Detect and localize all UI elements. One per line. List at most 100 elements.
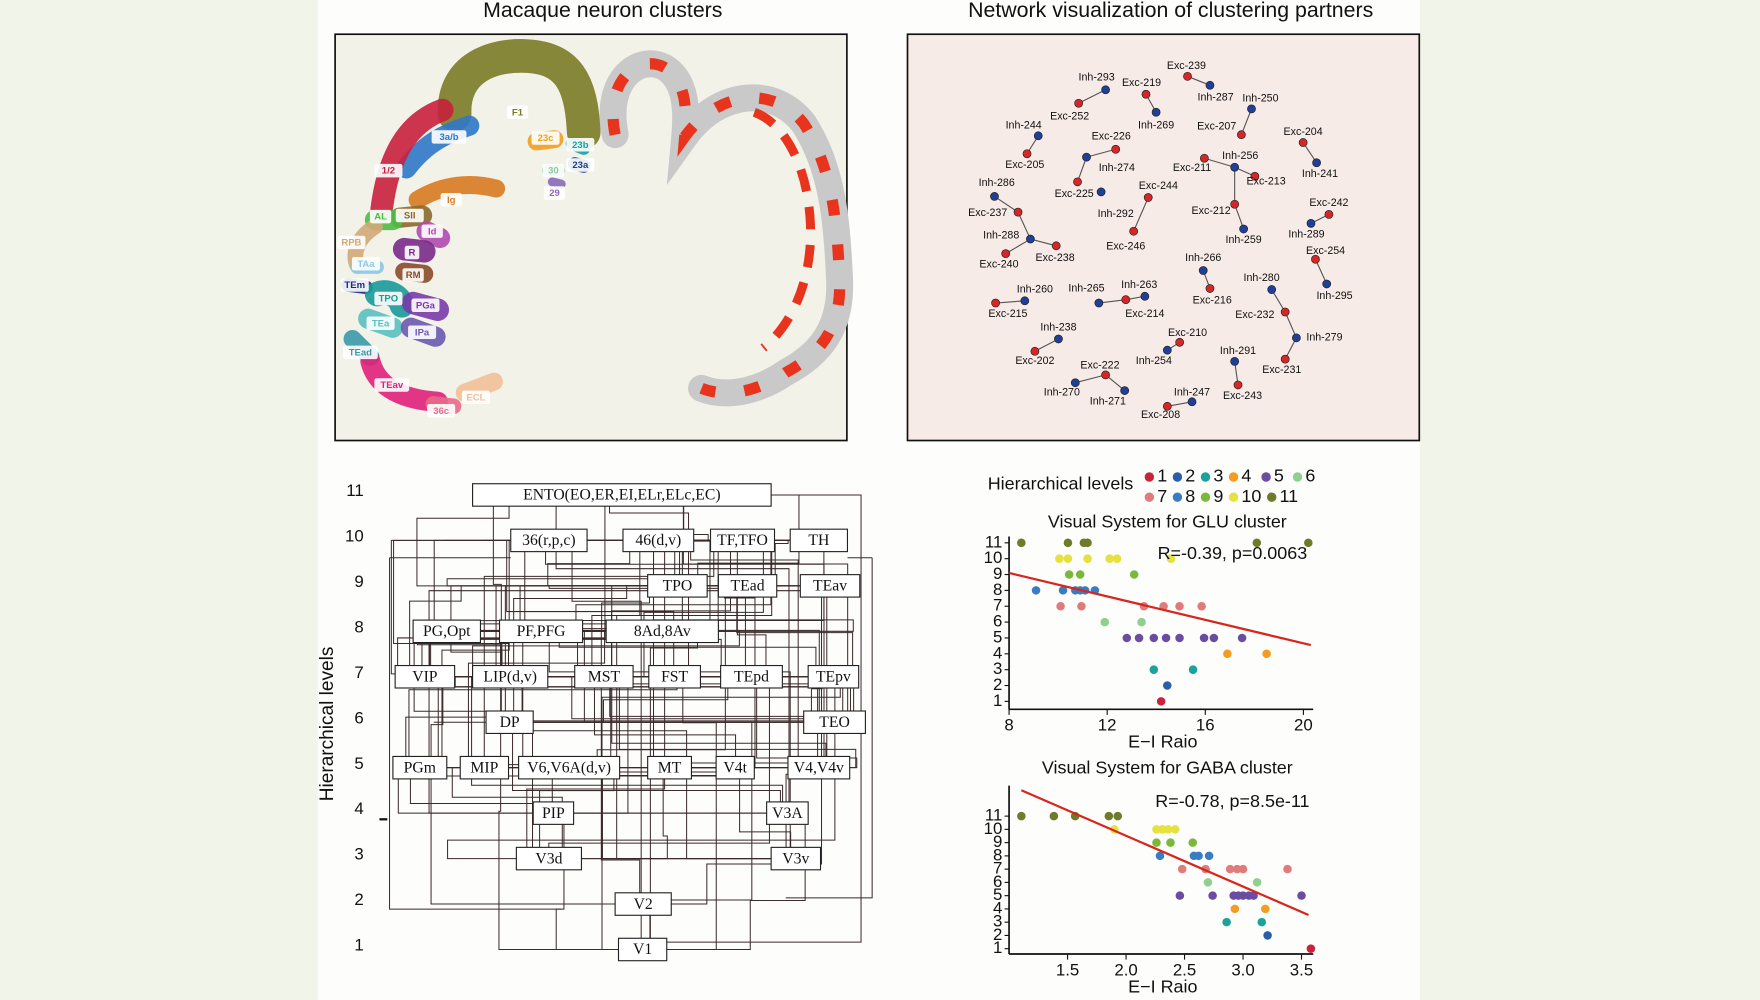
y-tick-label: 8 — [993, 845, 1002, 864]
legend-label: 1 — [1157, 466, 1167, 486]
node-label: Inh-274 — [1099, 162, 1135, 174]
node-label: Inh-271 — [1090, 396, 1126, 408]
y-tick-label: 3 — [354, 845, 363, 864]
region-label-box — [340, 278, 369, 292]
scatter-point — [1083, 538, 1092, 548]
network-node — [1013, 207, 1023, 217]
region-label-box — [542, 163, 565, 178]
scatter-point — [1017, 811, 1026, 821]
region-label-box — [395, 208, 424, 223]
region-label: 36c — [433, 406, 450, 417]
region-label: 30 — [548, 166, 559, 177]
network-node — [1267, 285, 1277, 294]
node-label: Exc-244 — [1139, 180, 1178, 192]
hierarchy-box — [532, 801, 575, 825]
scatter-point — [1175, 633, 1184, 643]
network-node — [1143, 193, 1153, 202]
scatter-point — [1175, 891, 1185, 900]
network-edge — [1017, 211, 1031, 240]
legend-label: 9 — [1213, 486, 1223, 506]
scatter-point — [1188, 838, 1197, 847]
connection — [430, 676, 639, 905]
region-label: 3a/b — [440, 132, 459, 143]
legend-swatch — [1200, 492, 1211, 502]
hierarchy-box-label: V3d — [535, 850, 562, 867]
x-tick-label: 2.0 — [1114, 960, 1137, 979]
network-node — [1030, 346, 1040, 356]
region-label-box — [461, 390, 490, 405]
scatter-point — [1129, 570, 1139, 579]
scatter-point — [1188, 665, 1198, 674]
legend-swatch — [1144, 472, 1155, 482]
scatter-point — [1297, 891, 1306, 900]
y-tick-label: 11 — [985, 806, 1002, 825]
y-tick-label: 2 — [993, 675, 1002, 694]
network-node — [1324, 209, 1334, 219]
scatter-point — [1194, 851, 1203, 861]
node-label: Inh-291 — [1220, 345, 1256, 357]
region-label-box — [506, 105, 529, 119]
network-edge — [1098, 299, 1126, 304]
node-label: Exc-237 — [968, 207, 1007, 219]
region-label-box — [411, 298, 440, 313]
network-node — [1096, 187, 1106, 197]
hierarchy-box-label: TEad — [731, 578, 765, 595]
region-label: AL — [374, 212, 387, 223]
hierarchy-box — [648, 664, 701, 689]
hierarchy-box-label: PIP — [542, 805, 565, 822]
brain-section: F1 3a/b 1/2 23c 23b 23a 30 29 Ig SII AL Id RPB R RM TAa… — [337, 39, 854, 418]
node-label: Inh-280 — [1244, 272, 1280, 284]
scatter-point — [1017, 538, 1026, 548]
node-label: Exc-246 — [1106, 241, 1145, 253]
y-tick-label: 8 — [993, 580, 1002, 599]
network-node — [1033, 131, 1043, 141]
scatter-point — [1304, 538, 1313, 548]
y-tick-label: 6 — [993, 612, 1002, 631]
scatter-point — [1238, 864, 1248, 874]
hierarchy-box-label: PGm — [404, 759, 436, 776]
node-label: Inh-254 — [1136, 355, 1172, 367]
x-tick-label: 2.5 — [1173, 960, 1196, 979]
scatter-point — [1134, 633, 1144, 643]
region-label: 1/2 — [382, 166, 395, 177]
scatter-point — [1252, 878, 1262, 887]
x-tick-label: 1.5 — [1056, 960, 1079, 979]
network-node — [1120, 386, 1130, 395]
hierarchy-box-label: V3A — [772, 805, 803, 822]
y-tick-label: 11 — [985, 532, 1002, 551]
region-label: Ig — [447, 195, 456, 206]
x-tick-label: 3.0 — [1231, 960, 1254, 979]
scatter-point — [1230, 904, 1240, 914]
panel-b-title: Network visualization of clustering part… — [968, 0, 1373, 22]
hierarchy-box — [574, 664, 634, 689]
hierarchy-box-label: 8Ad,8Av — [634, 623, 691, 640]
y-tick-label: 7 — [354, 663, 363, 682]
scatter-point — [1100, 617, 1109, 627]
hierarchy-box — [799, 574, 861, 598]
network-edge — [1234, 204, 1245, 230]
scatter-point — [1163, 825, 1173, 834]
region-label: TEa — [372, 318, 390, 329]
node-label: Exc-254 — [1306, 245, 1345, 257]
scatter-point — [1232, 864, 1242, 874]
region-label-box — [402, 268, 424, 282]
network-node — [1280, 307, 1290, 317]
network-edge — [1284, 311, 1297, 339]
scatter-point — [1249, 891, 1258, 900]
node-label: Inh-244 — [1006, 120, 1042, 132]
hierarchy-y-label: Hierarchical levels — [317, 647, 338, 802]
node-label: Inh-293 — [1079, 71, 1115, 83]
hierarchy-box-label: 36(r,p,c) — [522, 532, 575, 549]
hierarchy-box-label: PG,Opt — [423, 623, 471, 640]
scatter-point — [1152, 825, 1161, 834]
y-tick-label: 7 — [993, 596, 1002, 615]
node-label: Exc-214 — [1125, 308, 1164, 320]
hierarchy-box — [715, 755, 755, 780]
hierarchy-box-label: MST — [588, 668, 621, 685]
region-label: R — [409, 248, 416, 259]
legend-swatch — [1261, 472, 1271, 482]
network-node — [1183, 71, 1192, 81]
network-node — [1162, 345, 1172, 355]
node-label: Exc-222 — [1080, 360, 1119, 372]
x-axis-label: E−I Raio — [1128, 976, 1197, 996]
